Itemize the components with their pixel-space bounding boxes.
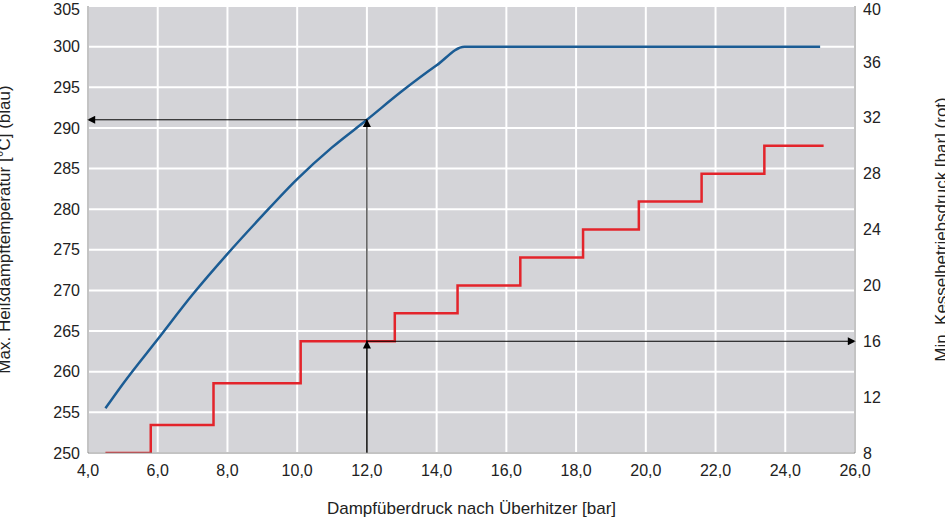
svg-text:16: 16: [863, 333, 881, 350]
svg-text:12: 12: [863, 389, 881, 406]
svg-text:280: 280: [53, 201, 80, 218]
svg-text:14,0: 14,0: [421, 462, 452, 479]
svg-text:26,0: 26,0: [839, 462, 870, 479]
svg-text:24,0: 24,0: [770, 462, 801, 479]
svg-text:40: 40: [863, 1, 881, 18]
svg-text:10,0: 10,0: [282, 462, 313, 479]
svg-text:275: 275: [53, 241, 80, 258]
svg-text:300: 300: [53, 38, 80, 55]
svg-text:Dampfüberdruck nach Überhitzer: Dampfüberdruck nach Überhitzer [bar]: [327, 499, 616, 518]
svg-text:250: 250: [53, 445, 80, 462]
svg-text:295: 295: [53, 79, 80, 96]
svg-text:285: 285: [53, 160, 80, 177]
svg-text:260: 260: [53, 363, 80, 380]
svg-text:270: 270: [53, 282, 80, 299]
svg-text:18,0: 18,0: [561, 462, 592, 479]
svg-text:36: 36: [863, 54, 881, 71]
svg-text:20,0: 20,0: [630, 462, 661, 479]
svg-text:Min. Kesselbetriebsdruck [bar]: Min. Kesselbetriebsdruck [bar] (rot): [932, 97, 937, 362]
svg-text:12,0: 12,0: [351, 462, 382, 479]
svg-text:290: 290: [53, 120, 80, 137]
svg-text:6,0: 6,0: [147, 462, 169, 479]
svg-text:305: 305: [53, 1, 80, 18]
svg-text:4,0: 4,0: [77, 462, 99, 479]
svg-text:22,0: 22,0: [700, 462, 731, 479]
svg-text:8,0: 8,0: [216, 462, 238, 479]
svg-text:28: 28: [863, 165, 881, 182]
svg-text:20: 20: [863, 277, 881, 294]
svg-text:24: 24: [863, 221, 881, 238]
svg-text:255: 255: [53, 404, 80, 421]
svg-text:16,0: 16,0: [491, 462, 522, 479]
svg-text:8: 8: [863, 445, 872, 462]
svg-text:32: 32: [863, 109, 881, 126]
svg-text:Max. Heißdampftemperatur [°C]: Max. Heißdampftemperatur [°C] (blau): [8, 85, 14, 373]
svg-text:265: 265: [53, 323, 80, 340]
